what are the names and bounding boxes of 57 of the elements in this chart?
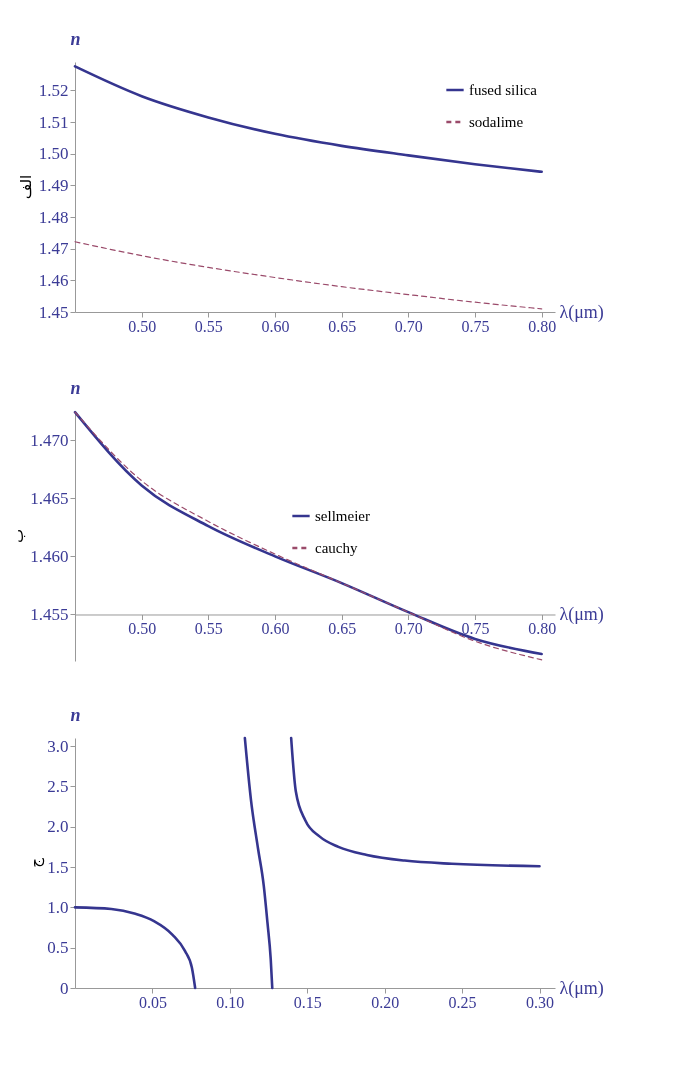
y-tick-label: 1.455: [30, 604, 69, 624]
y-tick-label: 1.52: [38, 80, 69, 100]
y-tick-label: 2.0: [47, 817, 69, 837]
x-tick-label: 0.65: [328, 317, 357, 335]
x-axis-title: λ(μm): [559, 603, 604, 625]
y-tick-label: 1.460: [30, 546, 69, 566]
x-tick-label: 0.75: [461, 317, 490, 335]
y-tick-label: 1.45: [38, 302, 69, 322]
x-tick-label: 0.60: [261, 317, 290, 335]
x-tick-label: 0.70: [394, 317, 423, 335]
x-tick-label: 0.60: [261, 619, 290, 637]
line-series: [74, 241, 543, 310]
y-tick-label: 0: [60, 978, 69, 998]
x-tick-label: 0.50: [128, 317, 157, 335]
y-tick-label: 1.49: [38, 175, 69, 195]
text: ب: [8, 528, 27, 544]
line-series: [73, 906, 197, 990]
x-tick-label: 0.55: [194, 317, 223, 335]
y-axis-title: n: [70, 28, 81, 49]
y-tick-label: 1.465: [30, 488, 69, 508]
legend-label: cauchy: [315, 540, 358, 556]
y-tick-label: 1.48: [38, 207, 69, 227]
legend-label: fused silica: [469, 82, 538, 98]
line-series: [73, 65, 543, 174]
y-tick-label: 3.0: [47, 736, 69, 756]
x-tick-label: 0.50: [128, 619, 157, 637]
y-axis-title: n: [70, 377, 81, 398]
x-tick-label: 0.55: [194, 619, 223, 637]
y-tick-label: 1.5: [47, 857, 69, 877]
legend-label: sellmeier: [315, 508, 370, 524]
y-tick-label: 1.50: [38, 144, 69, 164]
legend-label: sodalime: [469, 114, 524, 130]
x-tick-label: 0.30: [526, 993, 555, 1011]
text: ج: [25, 857, 45, 868]
x-tick-label: 0.70: [394, 619, 423, 637]
y-axis-title: n: [70, 704, 81, 725]
y-tick-label: 0.5: [47, 938, 69, 958]
x-axis-title: λ(μm): [559, 977, 604, 999]
y-tick-label: 1.470: [30, 430, 69, 450]
y-tick-label: 2.5: [47, 776, 69, 796]
x-tick-label: 0.10: [216, 993, 245, 1011]
x-tick-label: 0.65: [328, 619, 357, 637]
x-tick-label: 0.80: [528, 317, 557, 335]
x-tick-label: 0.15: [293, 993, 322, 1011]
y-tick-label: 1.0: [47, 897, 69, 917]
x-tick-label: 0.25: [448, 993, 477, 1011]
x-tick-label: 0.75: [461, 619, 490, 637]
x-tick-label: 0.20: [371, 993, 400, 1011]
x-tick-label: 0.80: [528, 619, 557, 637]
y-tick-label: 1.47: [38, 239, 69, 259]
y-tick-label: 1.46: [38, 270, 69, 290]
y-tick-label: 1.51: [38, 112, 69, 132]
line-series: [289, 736, 541, 868]
line-series: [243, 736, 274, 990]
x-axis-title: λ(μm): [559, 301, 604, 323]
x-tick-label: 0.05: [138, 993, 167, 1011]
text: الف: [17, 174, 36, 200]
